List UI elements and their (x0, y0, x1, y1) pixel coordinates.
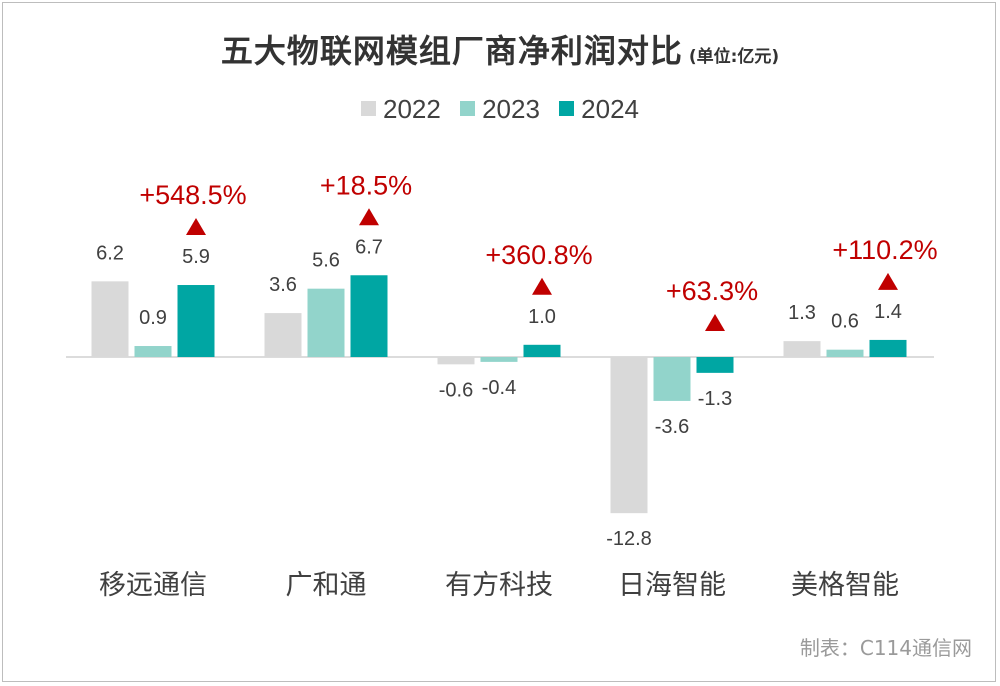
growth-label-1: +548.5% (139, 180, 246, 210)
legend-label-2022: 2022 (383, 93, 441, 124)
value-label-2022-4: -12.8 (606, 528, 652, 550)
legend-item-2022: 2022 (361, 94, 441, 125)
category-label-2: 广和通 (286, 570, 367, 601)
legend-swatch-2024 (559, 101, 575, 117)
value-label-2024-2: 6.7 (355, 236, 383, 258)
value-label-2024-3: 1.0 (528, 306, 556, 328)
bar-2024-5 (869, 339, 907, 357)
growth-triangle-icon-5 (878, 272, 898, 290)
chart-title-main: 五大物联网模组厂商净利润对比 (220, 32, 683, 70)
value-label-2022-5: 1.3 (788, 302, 816, 324)
value-label-2023-2: 5.6 (312, 250, 340, 272)
growth-label-3: +360.8% (485, 240, 592, 270)
legend-swatch-2022 (361, 101, 376, 117)
value-label-2022-1: 6.2 (96, 242, 124, 264)
value-label-2023-1: 0.9 (139, 307, 167, 329)
legend-item-2023: 2023 (460, 94, 540, 125)
bar-2022-3 (437, 357, 475, 365)
value-label-2023-3: -0.4 (482, 377, 516, 399)
bar-2022-2 (264, 313, 302, 357)
bar-2024-4 (696, 357, 734, 373)
growth-triangle-icon-1 (186, 218, 206, 236)
growth-triangle-icon-4 (705, 314, 725, 331)
growth-label-4: +63.3% (666, 276, 758, 306)
bar-2022-1 (91, 281, 129, 357)
value-label-2024-4: -1.3 (698, 388, 732, 410)
legend-swatch-2023 (460, 101, 476, 117)
bar-2023-3 (480, 357, 518, 362)
category-label-1: 移远通信 (99, 570, 207, 601)
value-label-2022-3: -0.6 (439, 379, 473, 401)
category-label-5: 美格智能 (791, 570, 899, 601)
bar-2024-3 (523, 344, 561, 357)
legend-item-2024: 2024 (559, 94, 639, 125)
growth-triangle-icon-2 (359, 208, 379, 226)
chart-title: 五大物联网模组厂商净利润对比 (单位:亿元) (0, 26, 1000, 72)
value-label-2023-5: 0.6 (831, 311, 859, 333)
bar-2022-5 (783, 341, 821, 357)
bar-2023-1 (134, 346, 172, 357)
growth-triangle-icon-3 (532, 277, 552, 295)
bar-2024-2 (350, 275, 388, 357)
bar-2022-4 (610, 357, 648, 514)
bar-2023-5 (826, 349, 864, 357)
legend-label-2024: 2024 (581, 93, 639, 124)
source-credit: 制表：C114通信网 (799, 636, 972, 660)
bar-2023-2 (307, 288, 345, 357)
growth-label-2: +18.5% (320, 170, 412, 200)
value-label-2024-1: 5.9 (182, 246, 210, 268)
bar-2023-4 (653, 357, 691, 401)
legend-label-2023: 2023 (482, 93, 540, 124)
growth-label-5: +110.2% (832, 235, 937, 265)
category-label-3: 有方科技 (445, 570, 553, 601)
value-label-2022-2: 3.6 (269, 274, 297, 296)
chart-legend: 2022 2023 2024 (0, 92, 1000, 125)
chart-title-unit: (单位:亿元) (688, 47, 780, 67)
value-label-2024-5: 1.4 (874, 301, 902, 323)
category-label-4: 日海智能 (618, 570, 726, 601)
value-label-2023-4: -3.6 (655, 416, 689, 438)
bar-2024-1 (177, 285, 215, 357)
